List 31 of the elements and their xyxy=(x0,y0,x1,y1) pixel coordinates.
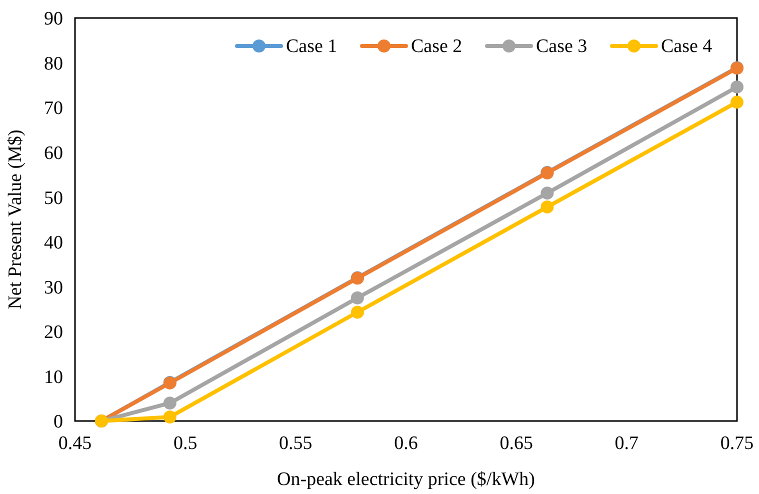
x-tick-label: 0.65 xyxy=(500,433,533,454)
y-tick-label: 70 xyxy=(44,98,63,120)
x-axis-title: On-peak electricity price ($/kWh) xyxy=(277,469,535,490)
point xyxy=(540,186,554,200)
point xyxy=(163,396,176,410)
point xyxy=(163,410,176,424)
y-tick-label: 60 xyxy=(44,142,63,164)
y-tick-label: 20 xyxy=(44,322,63,344)
y-tick-label: 0 xyxy=(54,412,63,433)
point xyxy=(730,80,744,94)
y-tick-label: 10 xyxy=(44,366,63,388)
y-tick-label: 80 xyxy=(44,53,63,74)
x-tick-label: 0.45 xyxy=(58,433,92,454)
point xyxy=(350,291,364,304)
point xyxy=(730,96,744,109)
legend-label: Case 1 xyxy=(286,36,338,57)
x-tick-label: 0.7 xyxy=(614,433,639,454)
y-tick-label: 50 xyxy=(44,188,63,209)
x-tick-label: 0.75 xyxy=(720,433,754,454)
point xyxy=(350,306,364,319)
legend-label: Case 3 xyxy=(536,36,588,57)
y-tick-label: 90 xyxy=(44,8,63,30)
y-tick-label: 30 xyxy=(44,277,63,298)
x-tick-label: 0.5 xyxy=(173,433,198,454)
legend-label: Case 4 xyxy=(661,36,713,57)
legend-label: Case 2 xyxy=(411,36,462,57)
y-tick-label: 40 xyxy=(44,232,63,254)
point xyxy=(540,200,554,214)
x-tick-label: 0.55 xyxy=(279,433,312,454)
x-tick-label: 0.6 xyxy=(394,433,418,454)
y-axis-title: Net Present Value (M$) xyxy=(5,130,26,310)
